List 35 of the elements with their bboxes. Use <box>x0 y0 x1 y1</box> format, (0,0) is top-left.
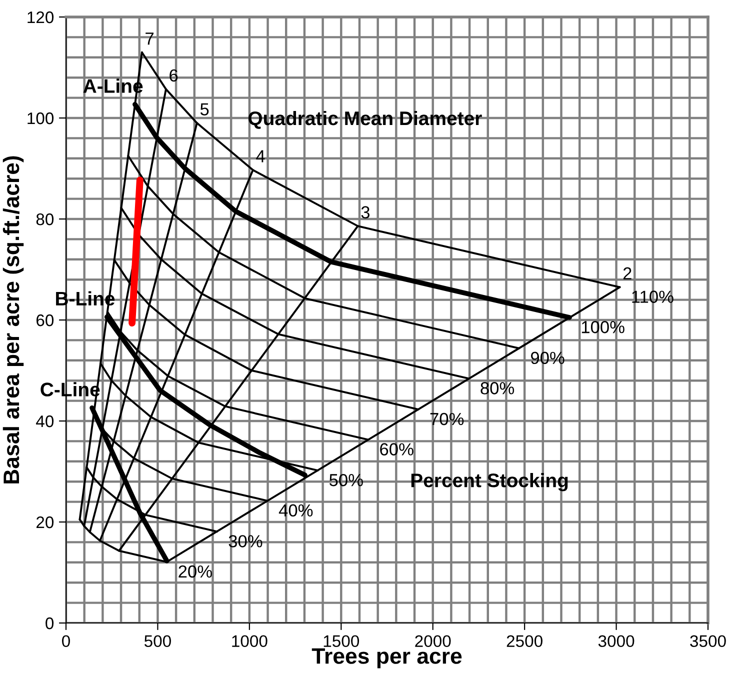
annotation: 20% <box>178 565 212 578</box>
annotation: 6 <box>170 69 178 82</box>
annotation: 80% <box>480 382 514 394</box>
x-tick-label: 1000 <box>232 635 268 648</box>
annotation: 50% <box>329 474 363 486</box>
x-tick-label: 0 <box>62 635 70 648</box>
annotation: 110% <box>632 290 674 303</box>
y-tick-label: 40 <box>36 415 54 428</box>
annotation: 40% <box>278 504 313 517</box>
y-tick-label: 80 <box>36 213 54 226</box>
annotation: 90% <box>530 352 564 364</box>
y-tick-label: 120 <box>28 11 54 24</box>
annotation: 30% <box>228 535 262 548</box>
annotation: 3 <box>361 206 370 218</box>
y-tick-label: 20 <box>36 516 54 528</box>
x-tick-label: 500 <box>144 635 171 648</box>
y-tick-label: 100 <box>28 112 54 124</box>
annotation: 70% <box>430 412 464 426</box>
annotation: Percent Stocking <box>411 473 568 492</box>
x-tick-label: 2500 <box>506 635 542 648</box>
annotation: Quadratic Mean Diameter <box>248 110 482 129</box>
annotation: 4 <box>256 150 265 162</box>
x-axis-title: Trees per acre <box>312 648 462 668</box>
x-tick-label: 2000 <box>415 635 451 648</box>
y-axis-title: Basal area per acre (sq.ft./acre) <box>2 156 24 484</box>
annotation: 60% <box>380 443 414 456</box>
annotation: 5 <box>200 103 209 116</box>
annotation: 2 <box>623 267 632 280</box>
annotation: 7 <box>146 32 154 45</box>
x-tick-label: 1500 <box>324 635 360 648</box>
y-tick-label: 60 <box>36 314 54 326</box>
annotation: 100% <box>582 320 624 334</box>
x-tick-label: 3500 <box>690 635 726 648</box>
y-tick-label: 0 <box>46 617 54 630</box>
x-tick-label: 3000 <box>598 635 634 648</box>
